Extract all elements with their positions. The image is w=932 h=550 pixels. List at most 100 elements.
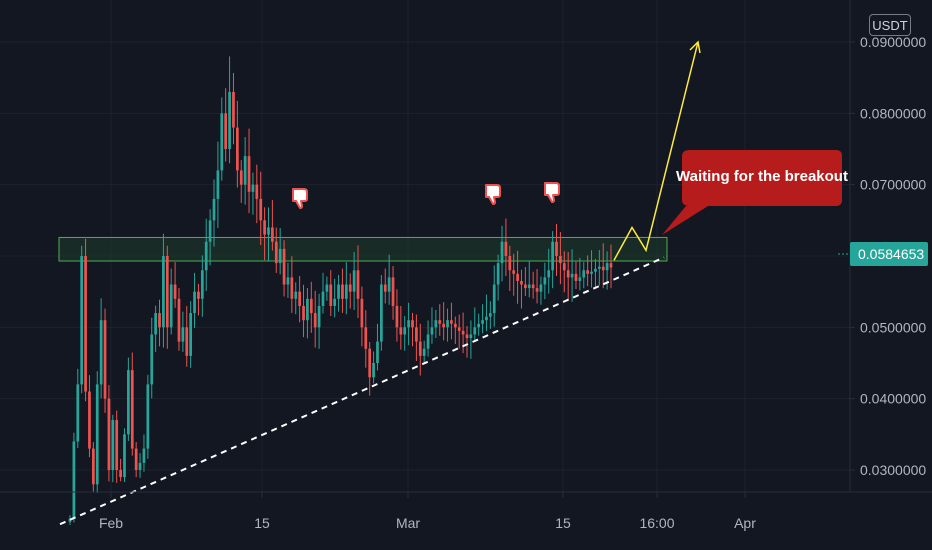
candle-body (376, 341, 379, 363)
candle-body (99, 320, 103, 385)
y-tick-label: 0.0900000 (860, 34, 926, 50)
candle-body (317, 305, 321, 328)
candle-body (356, 270, 360, 299)
candle-body (228, 91, 231, 149)
candle-body (290, 277, 294, 299)
candle-body (555, 241, 558, 256)
candle-body (150, 334, 154, 385)
candle-body (76, 384, 80, 442)
x-tick-label: 16:00 (639, 515, 674, 531)
thumbs-down-shape (485, 184, 501, 205)
candle-body (415, 327, 418, 342)
candle-body (251, 184, 255, 192)
candle-body (162, 256, 165, 328)
candle-body (442, 323, 446, 328)
candle-body (200, 270, 204, 299)
candle-body (325, 284, 329, 292)
candle-body (473, 327, 477, 335)
y-tick-label: 0.0800000 (860, 105, 926, 121)
candle-body (333, 298, 337, 306)
candle-body (527, 284, 531, 289)
candle-body (95, 384, 99, 485)
candle-body (485, 316, 488, 321)
candle-body (247, 156, 251, 192)
projection-arrowhead (689, 40, 701, 54)
y-tick-label: 0.0400000 (860, 391, 926, 407)
candle-body (465, 334, 469, 339)
candle-body (142, 448, 146, 463)
x-tick-label: 15 (254, 515, 270, 531)
candle-body (395, 305, 399, 328)
candle-body (123, 434, 126, 478)
candle-body (243, 156, 247, 185)
x-tick-label: Apr (734, 515, 756, 531)
candle-body (566, 270, 570, 278)
candle-body (559, 256, 562, 264)
candle-body (263, 220, 266, 235)
candle-body (302, 305, 305, 321)
candle-body (512, 270, 516, 274)
candle-body (508, 256, 512, 271)
support-trendline (59, 256, 665, 526)
candle-body (399, 327, 403, 335)
candle-body (531, 284, 535, 289)
candle-body (267, 227, 270, 235)
candle-body (516, 273, 519, 281)
candle-body (582, 270, 586, 278)
support-trendline-line (59, 256, 665, 526)
candle-body (193, 291, 196, 314)
candle-body (189, 313, 193, 356)
candle-body (590, 271, 593, 274)
breakout-projection (613, 40, 701, 261)
rejection-markers (292, 182, 560, 209)
candle-body (239, 170, 243, 185)
candle-body (208, 220, 212, 242)
candle-body (457, 327, 461, 331)
candle-body (574, 273, 578, 281)
candle-series (68, 56, 613, 526)
candle-body (80, 256, 84, 385)
candle-body (115, 420, 119, 470)
candle-body (235, 127, 239, 171)
y-tick-label: 0.0300000 (860, 462, 926, 478)
candle-body (91, 448, 95, 485)
thumbs-down-shape (292, 188, 308, 209)
candle-body (119, 470, 122, 478)
candle-body (578, 277, 582, 281)
time-axis[interactable]: Feb 15 Mar 15 16:00 Apr (0, 491, 932, 531)
currency-selector[interactable]: USDT (869, 14, 911, 36)
candle-body (130, 370, 134, 449)
candle-body (138, 462, 142, 470)
candle-body (597, 266, 601, 269)
candle-body (220, 113, 224, 171)
candle-body (403, 327, 407, 335)
candle-body (446, 320, 449, 328)
price-axis[interactable]: 0.03000000.04000000.05000000.06000000.07… (849, 0, 926, 492)
candle-body (539, 284, 543, 292)
breakout-callout: Waiting for the breakout (662, 150, 848, 235)
candle-body (181, 327, 185, 342)
thumbs-down-shape (544, 182, 560, 203)
candle-body (570, 273, 574, 278)
candle-body (216, 170, 220, 199)
candle-body (372, 363, 375, 378)
candle-body (173, 284, 177, 299)
candle-body (259, 198, 263, 221)
candle-body (197, 291, 200, 299)
candle-body (407, 320, 410, 328)
y-tick-label: 0.0500000 (860, 319, 926, 335)
candle-body (154, 313, 157, 335)
x-tick-label: Mar (396, 515, 420, 531)
candle-body (306, 298, 309, 321)
candle-body (543, 277, 547, 285)
candle-body (547, 270, 551, 278)
candle-body (232, 91, 235, 128)
candle-body (426, 334, 430, 349)
candle-body (562, 263, 566, 271)
candle-body (313, 313, 317, 328)
last-price-tag: 0.0584653 (838, 242, 928, 266)
candle-body (601, 266, 605, 271)
candle-body (481, 320, 484, 324)
candle-body (185, 327, 189, 356)
